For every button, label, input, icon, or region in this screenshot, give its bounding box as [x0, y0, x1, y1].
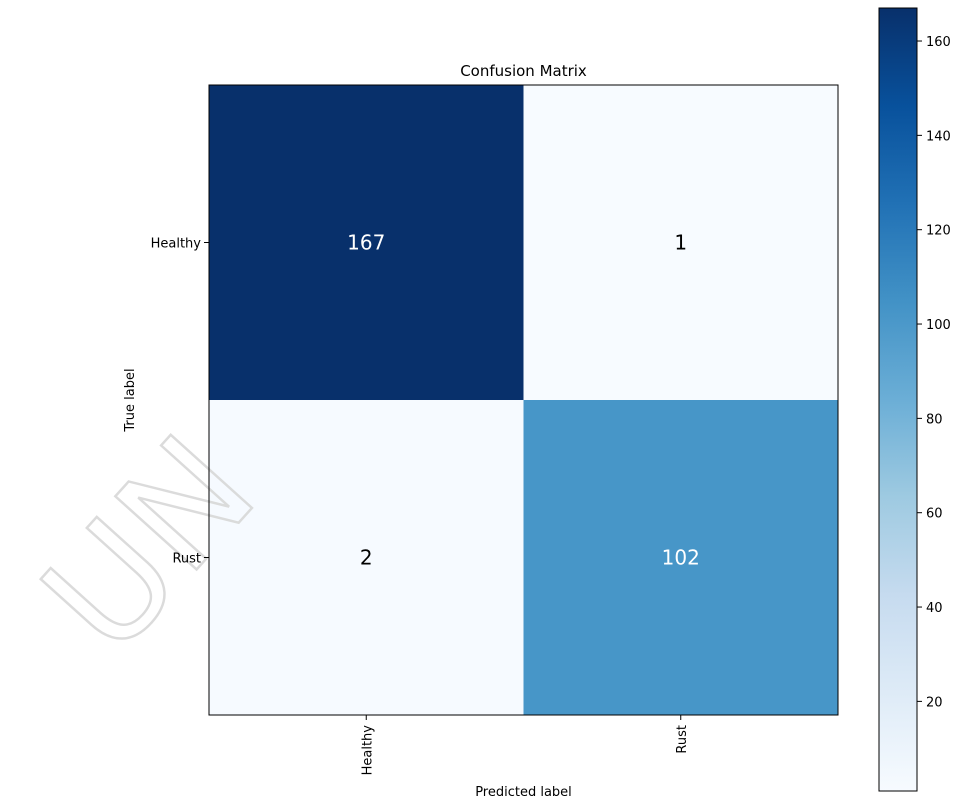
heatmap-cell	[209, 85, 524, 400]
colorbar-ticks: 20 40 60 80 100 120 140 160	[917, 35, 951, 710]
x-axis-ticks: Healthy Rust	[360, 715, 690, 775]
x-axis-label: Predicted label	[475, 785, 572, 799]
colorbar-tick-label: 40	[926, 601, 943, 616]
colorbar-tick-label: 20	[926, 695, 943, 710]
y-tick-label: Healthy	[151, 237, 202, 252]
heatmap-cell	[523, 85, 838, 400]
colorbar-tick-label: 100	[926, 318, 951, 333]
y-axis-label: True label	[123, 368, 138, 432]
cell-value-labels: 167 1 2 102	[347, 231, 700, 570]
colorbar-tick-label: 60	[926, 507, 943, 522]
x-tick-label: Healthy	[360, 725, 375, 776]
colorbar-tick-label: 80	[926, 412, 943, 427]
cell-value-label: 1	[674, 231, 687, 255]
heatmap-cells	[209, 85, 838, 715]
plot-frame	[208, 84, 839, 716]
colorbar-tick-label: 120	[926, 224, 951, 239]
chart-title: Confusion Matrix	[460, 62, 587, 80]
colorbar-tick-label: 140	[926, 129, 951, 144]
x-tick-label: Rust	[675, 725, 690, 754]
heatmap-cell	[523, 400, 838, 715]
cell-value-label: 102	[662, 546, 700, 570]
heatmap-cell	[209, 400, 524, 715]
y-tick-label: Rust	[172, 552, 201, 567]
y-axis-ticks: Healthy Rust	[151, 237, 209, 567]
cell-value-label: 2	[360, 546, 373, 570]
colorbar-tick-label: 160	[926, 35, 951, 50]
cell-value-label: 167	[347, 231, 385, 255]
colorbar	[878, 7, 918, 792]
